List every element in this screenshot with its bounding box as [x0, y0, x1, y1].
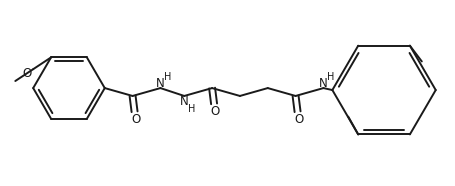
- Text: O: O: [210, 105, 219, 118]
- Text: O: O: [23, 67, 32, 80]
- Text: O: O: [293, 113, 303, 126]
- Text: N: N: [180, 95, 188, 108]
- Text: H: H: [326, 72, 334, 82]
- Text: O: O: [131, 113, 140, 126]
- Text: H: H: [187, 104, 194, 114]
- Text: N: N: [156, 77, 164, 90]
- Text: H: H: [163, 72, 171, 82]
- Text: N: N: [318, 77, 327, 90]
